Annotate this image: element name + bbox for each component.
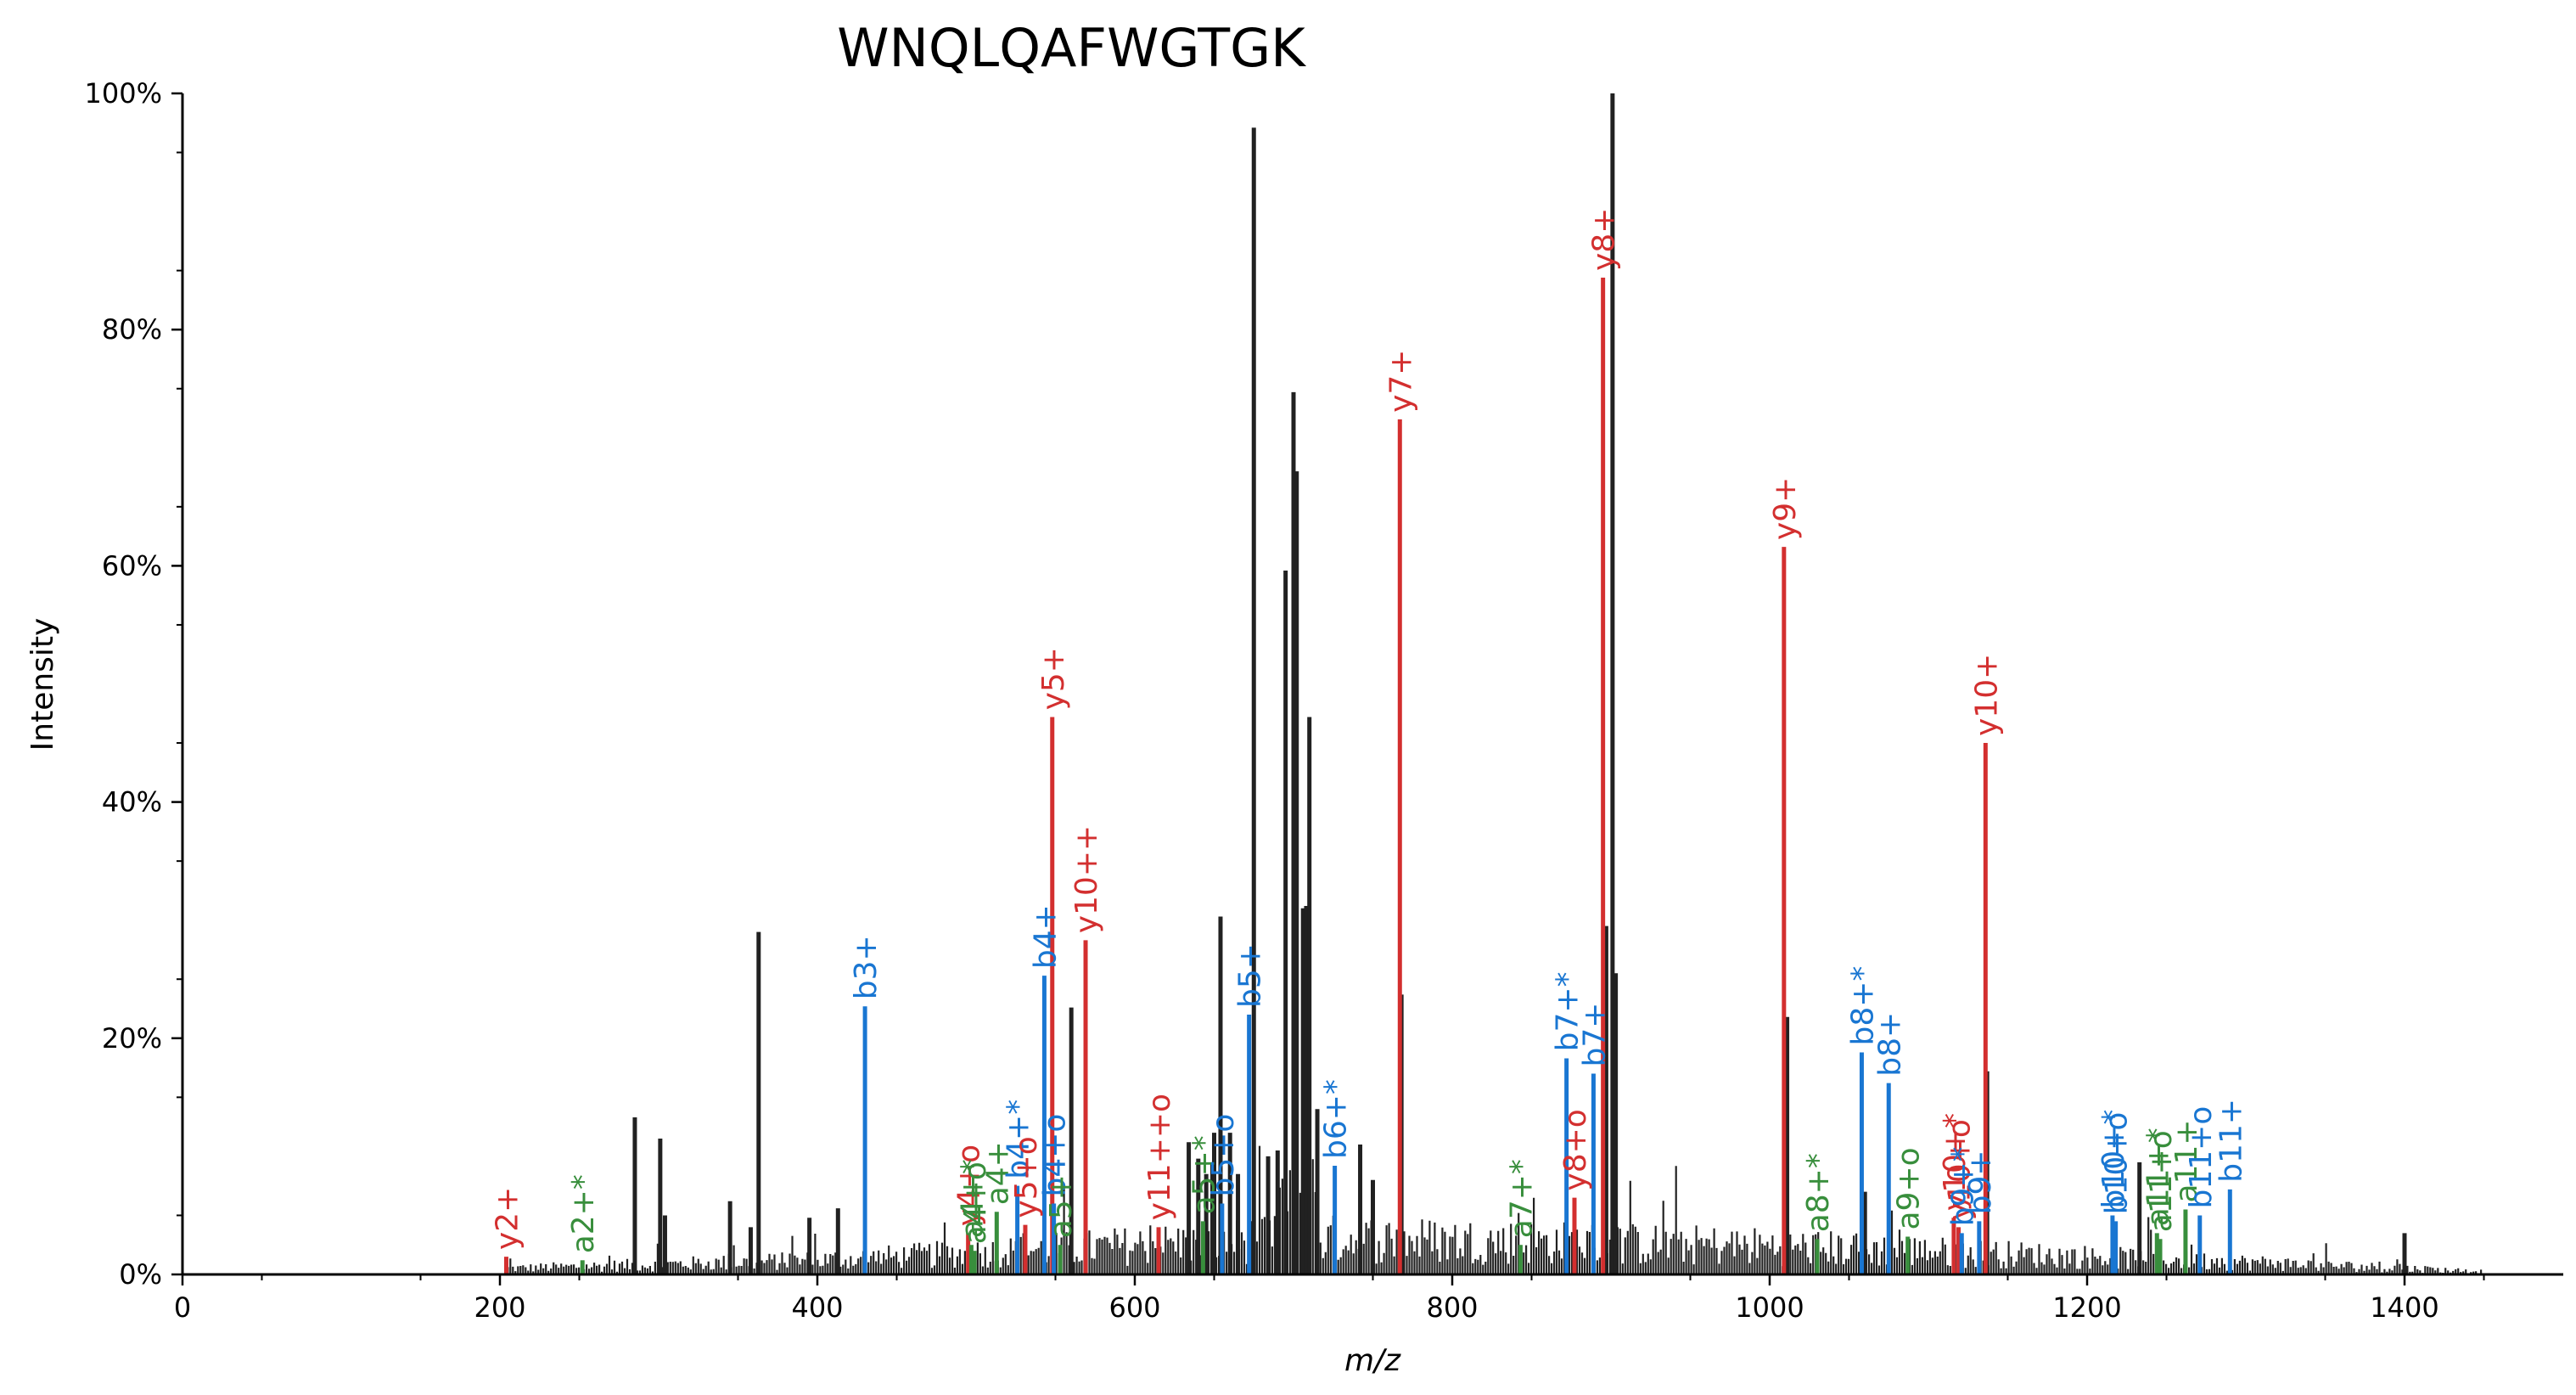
ion-label: a11+o	[2144, 1130, 2179, 1232]
ion-label: b8+	[1872, 1012, 1907, 1077]
ion-label: a5+*	[1187, 1135, 1221, 1214]
ion-label: b7+	[1577, 1003, 1612, 1067]
ion-label: y10+	[1969, 654, 2004, 736]
ion-label: y10+*	[1938, 1113, 1973, 1211]
x-tick-label: 0	[174, 1291, 191, 1324]
chart-title: WNQLQAFWGTGK	[837, 17, 1306, 79]
ion-label: a4+	[980, 1141, 1015, 1205]
ion-label: a4+o	[958, 1162, 993, 1244]
y-tick-label: 0%	[119, 1258, 162, 1291]
ion-label: y7+	[1383, 350, 1418, 413]
y-axis-ticks: 0% 20% 40% 60% 80% 100%	[85, 77, 182, 1291]
x-tick-label: 400	[791, 1291, 843, 1324]
ion-label: a11+	[2169, 1119, 2204, 1202]
ion-label: y11++o	[1142, 1094, 1177, 1220]
ion-label: b5+o	[1206, 1114, 1241, 1197]
x-axis-ticks: 0 200 400 600 800 1000 1200 1400	[174, 1274, 2485, 1324]
y-tick-label: 20%	[102, 1022, 162, 1055]
ion-label: y9+	[1768, 477, 1803, 540]
x-tick-label: 1400	[2370, 1291, 2439, 1324]
ion-label: a9+o	[1892, 1147, 1927, 1229]
x-tick-label: 1000	[1735, 1291, 1804, 1324]
ion-label: b4+	[1028, 904, 1063, 969]
ion-label: b4+o	[1038, 1114, 1073, 1197]
ion-labels: y2+ a2+* b3+ y4+oa4+*a4+oa4+b4+*y5+o b4+ y5+ b…	[491, 208, 2249, 1254]
ion-label: b9+*	[1945, 1146, 1980, 1226]
ion-label: b11+	[2214, 1099, 2248, 1183]
ion-label: b4+*	[1002, 1100, 1036, 1179]
x-tick-label: 200	[474, 1291, 525, 1324]
ion-label: b10+*	[2096, 1110, 2131, 1209]
y-tick-label: 80%	[102, 313, 162, 346]
x-tick-label: 1200	[2052, 1291, 2121, 1324]
ion-label: b10+o	[2100, 1112, 2135, 1215]
spectrum-peaks	[503, 93, 2407, 1274]
ion-label: a7+*	[1504, 1159, 1539, 1238]
y-axis-label: Intensity	[25, 618, 60, 751]
ion-label: a11+*	[2141, 1128, 2175, 1226]
y-tick-label: 100%	[85, 77, 162, 110]
ion-label: b6+*	[1319, 1079, 1354, 1159]
x-tick-label: 800	[1426, 1291, 1478, 1324]
ion-label: b9+	[1963, 1150, 1998, 1214]
ion-label: b3+	[849, 935, 884, 999]
ion-label: y5+	[1036, 647, 1071, 710]
y-tick-label: 60%	[102, 549, 162, 582]
ion-label: y4+o	[952, 1145, 987, 1226]
ion-label: y8+o	[1558, 1109, 1593, 1190]
ion-label: b8+*	[1846, 966, 1881, 1046]
x-axis-label: m/z	[1344, 1343, 1401, 1378]
ion-label: y10++	[1069, 825, 1104, 933]
y-tick-label: 40%	[102, 786, 162, 818]
ion-label: y5+o	[1009, 1136, 1044, 1218]
ion-label: a8+*	[1801, 1153, 1836, 1232]
ion-label: a5+	[1044, 1174, 1079, 1238]
ion-label: a2+*	[566, 1174, 601, 1253]
ion-label: a4+*	[955, 1159, 990, 1238]
ion-label: b5+	[1233, 943, 1268, 1008]
x-tick-label: 600	[1108, 1291, 1160, 1324]
ion-label: b7+*	[1551, 971, 1585, 1051]
ion-label: b11+o	[2184, 1106, 2219, 1209]
ion-label: y8+	[1587, 208, 1622, 271]
ion-label: y10+o	[1943, 1119, 1978, 1220]
ion-label: y2+	[491, 1187, 525, 1250]
